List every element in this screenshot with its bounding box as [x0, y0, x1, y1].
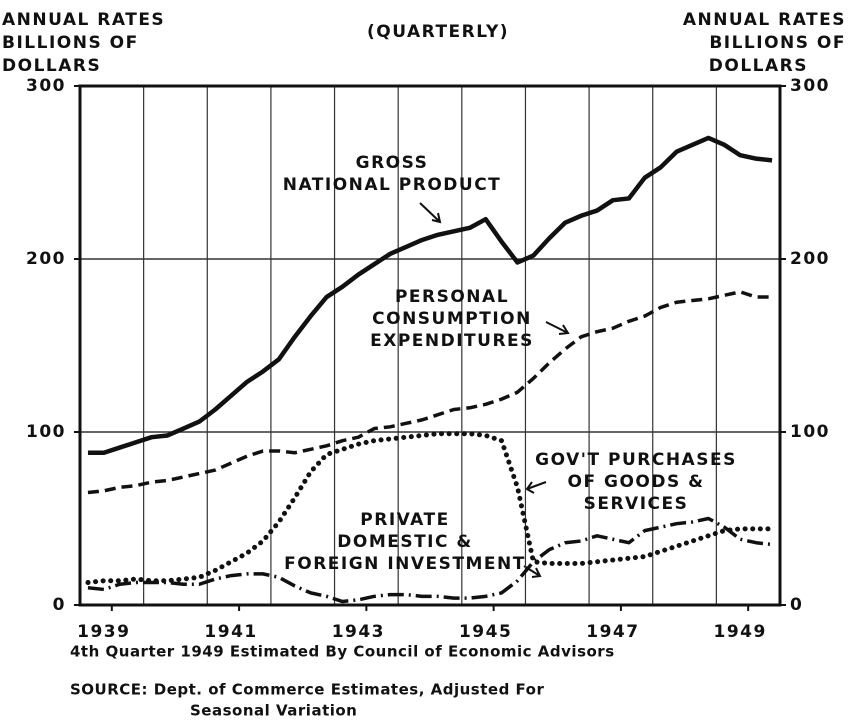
series-label: GOV'T PURCHASES	[535, 450, 737, 470]
series-label: OF GOODS &	[568, 472, 705, 492]
x-tick-label: 1945	[459, 622, 512, 642]
y-axis-label: ANNUAL RATES	[2, 10, 165, 30]
series-label: PERSONAL	[395, 287, 509, 307]
y2-tick-label: 0	[790, 595, 803, 615]
series-label: FOREIGN INVESTMENT	[284, 554, 526, 574]
y-tick-label: 200	[26, 249, 66, 269]
series-line	[87, 135, 773, 456]
series-label: CONSUMPTION	[372, 309, 532, 329]
y-tick-label: 100	[26, 422, 66, 442]
y2-axis-label: BILLIONS OF	[709, 33, 846, 53]
x-tick-label: 1939	[77, 622, 130, 642]
x-tick-label: 1947	[586, 622, 639, 642]
series-label: GROSS	[356, 153, 429, 173]
x-tick-label: 1943	[332, 622, 385, 642]
arrow	[545, 321, 570, 335]
chart-subtitle: (QUARTERLY)	[367, 22, 509, 42]
series-label: EXPENDITURES	[370, 331, 534, 351]
y2-axis-label: ANNUAL RATES	[683, 10, 846, 30]
series-label: DOMESTIC &	[337, 532, 472, 552]
x-tick-label: 1949	[714, 622, 767, 642]
y2-axis-label: DOLLARS	[709, 56, 808, 76]
y2-tick-label: 100	[790, 422, 830, 442]
series-label: SERVICES	[584, 494, 689, 514]
footnote: 4th Quarter 1949 Estimated By Council of…	[70, 643, 615, 661]
y-axis-label: DOLLARS	[2, 56, 101, 76]
y-tick-label: 0	[53, 595, 66, 615]
y-tick-label: 300	[26, 76, 66, 96]
footnote: SOURCE: Dept. of Commerce Estimates, Adj…	[70, 681, 544, 699]
arrow	[419, 202, 442, 224]
plot-frame	[78, 84, 782, 607]
series-line	[87, 516, 773, 604]
arrow	[525, 481, 547, 494]
series-label: NATIONAL PRODUCT	[283, 175, 502, 195]
footnote: Seasonal Variation	[190, 702, 357, 720]
series-line	[85, 431, 775, 586]
y2-tick-label: 300	[790, 76, 830, 96]
series-label: PRIVATE	[360, 510, 449, 530]
x-tick-label: 1941	[204, 622, 257, 642]
y-axis-label: BILLIONS OF	[2, 33, 139, 53]
y2-tick-label: 200	[790, 249, 830, 269]
